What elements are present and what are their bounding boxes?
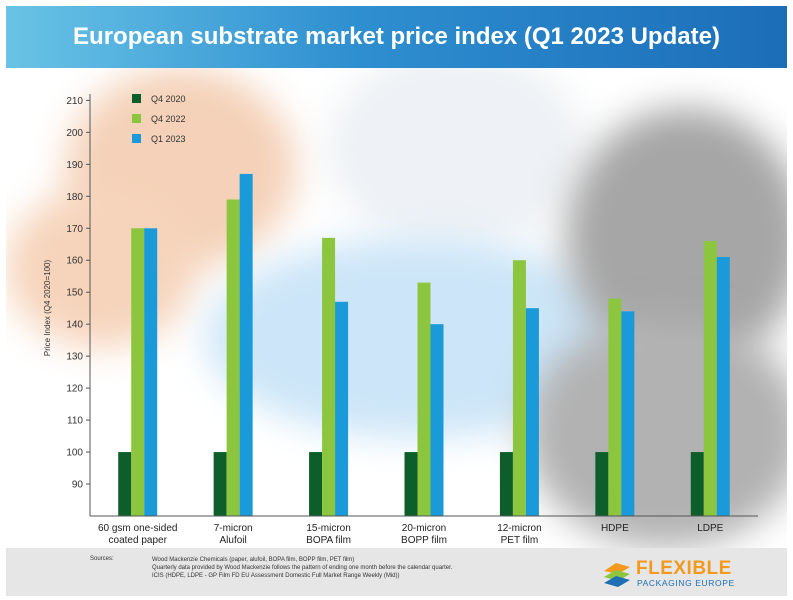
- x-tick-label: 20-micron: [402, 523, 446, 534]
- bar: [499, 452, 513, 516]
- bar: [512, 260, 526, 516]
- y-tick-label: 140: [66, 320, 83, 331]
- y-tick-label: 170: [66, 224, 83, 235]
- y-tick-label: 210: [66, 96, 83, 107]
- y-axis-label: Price Index (Q4 2020=100): [43, 260, 52, 357]
- bar: [213, 452, 227, 516]
- x-tick-label: coated paper: [109, 535, 168, 546]
- bar: [144, 228, 158, 517]
- legend-label: Q4 2020: [151, 94, 186, 104]
- infographic-frame: European substrate market price index (Q…: [6, 6, 787, 596]
- legend-label: Q1 2023: [151, 134, 186, 144]
- bar: [118, 452, 132, 516]
- bar: [703, 241, 717, 516]
- y-tick-label: 100: [66, 448, 83, 459]
- bar: [309, 452, 323, 516]
- source-line: Wood Mackenzie Chemicals (paper, alufoil…: [152, 557, 355, 563]
- x-tick-label: 15-micron: [306, 523, 350, 534]
- flexible-packaging-logo-icon: [604, 563, 630, 587]
- y-tick-label: 90: [72, 480, 84, 491]
- y-tick-label: 180: [66, 192, 83, 203]
- y-tick-label: 150: [66, 288, 83, 299]
- bar: [335, 301, 349, 516]
- x-tick-label: 60 gsm one-sided: [98, 523, 178, 534]
- x-tick-label: 7-micron: [214, 523, 253, 534]
- logo-subtitle: PACKAGING EUROPE: [637, 578, 735, 588]
- legend-swatch: [132, 94, 141, 103]
- bar: [131, 228, 145, 517]
- bar: [621, 311, 635, 516]
- legend-label: Q4 2022: [151, 114, 186, 124]
- x-tick-label: Alufoil: [220, 535, 247, 546]
- footer: Sources: Wood Mackenzie Chemicals (paper…: [6, 548, 787, 596]
- y-tick-label: 200: [66, 128, 83, 139]
- x-tick-label: BOPA film: [306, 535, 351, 546]
- title-banner: [6, 6, 787, 68]
- x-tick-label: PET film: [501, 535, 539, 546]
- bar: [690, 452, 704, 516]
- x-tick-label: 12-micron: [497, 523, 541, 534]
- page-title: European substrate market price index (Q…: [73, 23, 720, 50]
- logo-wordmark: FLEXIBLE: [636, 558, 732, 579]
- source-line: Quarterly data provided by Wood Mackenzi…: [152, 565, 453, 571]
- bar-chart: 90 100 110 120 130 140 150 160 170 180 190 200 210 6…: [43, 94, 758, 546]
- legend-swatch: [132, 114, 141, 123]
- y-tick-label: 120: [66, 384, 83, 395]
- legend-swatch: [132, 134, 141, 143]
- bar: [525, 308, 539, 516]
- bar: [716, 257, 730, 516]
- bar: [226, 199, 240, 516]
- y-tick-label: 110: [67, 416, 83, 427]
- brand-logo: FLEXIBLE PACKAGING EUROPE: [602, 558, 782, 590]
- y-tick-label: 130: [66, 352, 83, 363]
- bar: [608, 298, 622, 516]
- bar: [322, 237, 336, 516]
- bar: [430, 324, 444, 516]
- y-tick-label: 160: [66, 256, 83, 267]
- bar: [595, 452, 609, 516]
- bar: [239, 173, 253, 516]
- x-tick-label: LDPE: [697, 523, 723, 534]
- bar: [417, 282, 431, 516]
- x-tick-label: HDPE: [601, 523, 629, 534]
- x-tick-label: BOPP film: [401, 535, 447, 546]
- sources-list: Wood Mackenzie Chemicals (paper, alufoil…: [152, 556, 452, 580]
- bar: [404, 452, 418, 516]
- y-tick-label: 190: [66, 160, 83, 171]
- sources-label: Sources:: [90, 556, 114, 562]
- source-line: ICIS (HDPE, LDPE - GP Film FD EU Assessm…: [152, 573, 400, 579]
